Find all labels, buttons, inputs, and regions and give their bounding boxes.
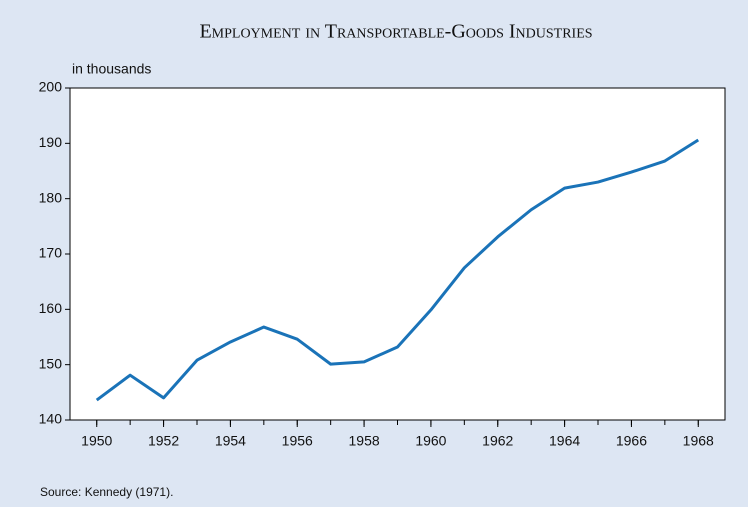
- y-tick-label: 150: [39, 355, 63, 371]
- x-tick-label: 1964: [549, 433, 580, 449]
- y-tick-label: 160: [39, 300, 63, 316]
- source-note: Source: Kennedy (1971).: [40, 485, 173, 499]
- y-tick-label: 180: [39, 189, 63, 205]
- y-tick-label: 140: [39, 411, 63, 427]
- y-tick-label: 190: [39, 134, 63, 150]
- chart-title: Employment in Transportable-Goods Indust…: [199, 21, 592, 43]
- plot-area: [69, 87, 726, 421]
- x-tick-label: 1954: [215, 433, 246, 449]
- x-tick-label: 1968: [683, 433, 714, 449]
- data-line: [95, 138, 700, 402]
- x-tick-label: 1956: [282, 433, 313, 449]
- x-tick-label: 1950: [81, 433, 112, 449]
- x-tick-label: 1960: [415, 433, 446, 449]
- y-tick-label: 200: [39, 79, 63, 95]
- y-tick-label: 170: [39, 245, 63, 261]
- x-tick-label: 1958: [349, 433, 380, 449]
- x-tick-label: 1952: [148, 433, 179, 449]
- x-tick-label: 1962: [482, 433, 513, 449]
- y-axis-label: in thousands: [72, 61, 151, 77]
- x-tick-label: 1966: [616, 433, 647, 449]
